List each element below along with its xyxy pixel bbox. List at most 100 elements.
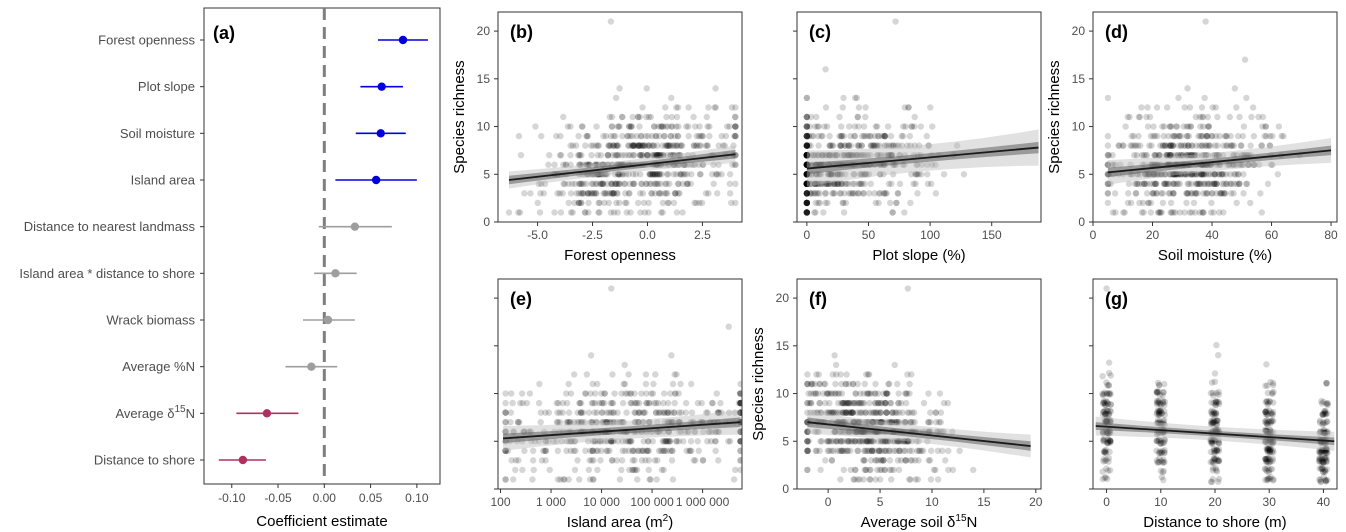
data-point [1157, 142, 1164, 149]
data-point [713, 171, 720, 178]
data-point [1169, 171, 1176, 178]
data-point [877, 409, 885, 416]
data-point [1155, 151, 1162, 159]
data-point [864, 151, 872, 159]
data-point [1133, 190, 1140, 197]
data-point [1262, 398, 1269, 406]
data-point [893, 409, 900, 416]
data-point [804, 399, 811, 407]
data-point [1104, 161, 1112, 168]
data-point [632, 466, 639, 474]
data-point [541, 180, 549, 188]
data-point [1100, 436, 1107, 444]
data-point [625, 151, 632, 159]
data-point [595, 438, 602, 445]
data-point [618, 457, 626, 464]
data-point [914, 476, 922, 483]
data-point [837, 171, 844, 178]
data-point [1209, 104, 1216, 111]
data-point [551, 161, 558, 168]
data-point [635, 409, 643, 416]
data-point [1107, 372, 1115, 379]
data-point [1158, 171, 1165, 178]
data-point [718, 409, 725, 416]
data-point [852, 466, 859, 474]
data-point [629, 113, 636, 121]
data-point [1104, 430, 1112, 437]
data-point [1212, 419, 1219, 426]
data-point [649, 171, 657, 178]
data-point [1247, 199, 1254, 207]
data-point [815, 371, 823, 378]
data-point [1318, 459, 1325, 466]
data-point [858, 142, 865, 149]
data-point [924, 171, 931, 178]
data-point [731, 132, 738, 140]
data-point [1141, 180, 1148, 188]
data-point [881, 438, 888, 445]
data-point [1132, 190, 1140, 197]
data-point [860, 151, 867, 159]
data-point [1209, 459, 1216, 466]
data-point [592, 190, 600, 197]
data-point [555, 399, 562, 407]
data-point [844, 399, 851, 407]
estimate-point [262, 409, 272, 418]
x-tick-label: 10 000 [583, 495, 620, 509]
data-point [1263, 132, 1270, 140]
data-point [823, 180, 831, 188]
data-point [839, 151, 846, 159]
data-point [1103, 390, 1111, 397]
data-point [833, 438, 840, 445]
data-point [807, 142, 814, 149]
data-point [1163, 104, 1171, 111]
data-point [1213, 447, 1220, 454]
data-point [597, 180, 604, 188]
data-point [601, 438, 609, 445]
data-point [1262, 408, 1269, 415]
data-point [640, 409, 647, 416]
data-point [1104, 180, 1112, 188]
data-point [1319, 468, 1327, 476]
data-point [600, 399, 608, 407]
x-tick-label: 0 [1090, 228, 1097, 242]
data-point [1202, 142, 1209, 149]
data-point [803, 142, 811, 149]
data-point [1239, 161, 1246, 168]
data-point [811, 123, 819, 130]
data-point [881, 466, 888, 474]
data-point [1153, 388, 1161, 395]
data-point [642, 380, 650, 388]
data-point [1218, 171, 1225, 178]
data-point [1251, 161, 1258, 168]
fit-line [1107, 149, 1332, 174]
data-point [1261, 417, 1269, 425]
data-point [1320, 429, 1328, 436]
data-point [1208, 478, 1216, 486]
data-point [871, 447, 878, 455]
data-point [631, 142, 638, 149]
data-point [827, 390, 835, 397]
points-layer [1104, 18, 1303, 216]
data-point [1100, 390, 1107, 398]
data-point [876, 190, 884, 197]
data-point [1106, 391, 1113, 398]
data-point [1207, 436, 1214, 444]
data-point [589, 476, 597, 483]
data-point [1259, 113, 1267, 121]
data-point [864, 418, 872, 426]
data-point [803, 113, 811, 121]
data-point [838, 180, 845, 188]
data-point [803, 132, 811, 140]
data-point [821, 380, 829, 388]
data-point [568, 438, 575, 445]
data-point [929, 123, 936, 130]
data-point [844, 438, 851, 445]
data-point [1155, 409, 1163, 417]
data-point [1210, 416, 1217, 424]
data-point [803, 142, 811, 149]
data-point [518, 390, 526, 397]
data-point [818, 409, 825, 416]
data-point [606, 418, 614, 426]
data-point [502, 428, 509, 435]
